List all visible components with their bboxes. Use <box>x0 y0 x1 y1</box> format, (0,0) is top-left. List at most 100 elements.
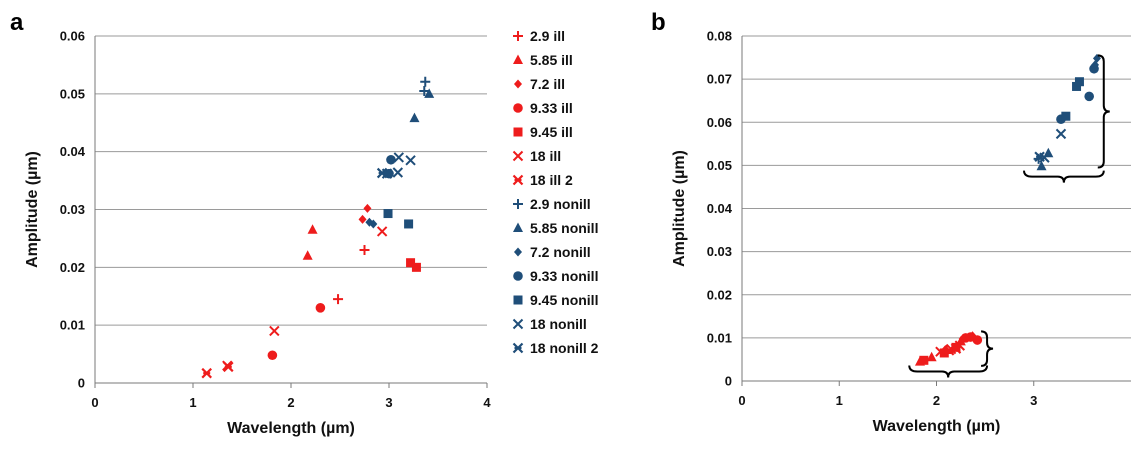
legend-label: 9.45 ill <box>530 124 573 140</box>
data-point <box>404 219 414 229</box>
x-tick-label: 2 <box>287 395 294 410</box>
data-point <box>939 348 949 358</box>
data-point <box>392 167 404 178</box>
data-point <box>267 350 278 361</box>
cluster-brace <box>1097 54 1110 169</box>
data-point <box>424 88 435 98</box>
legend-label: 9.33 nonill <box>530 268 598 284</box>
y-tick-label: 0.07 <box>707 72 732 87</box>
legend-marker <box>512 342 524 354</box>
data-point <box>919 355 929 365</box>
cluster-brace <box>981 330 994 367</box>
data-point <box>333 294 344 305</box>
legend-marker <box>512 318 524 330</box>
data-point <box>393 152 405 163</box>
data-point <box>409 112 420 123</box>
y-tick-label: 0.04 <box>707 201 733 216</box>
y-tick-label: 0.02 <box>60 260 85 275</box>
y-tick-label: 0.03 <box>60 202 85 217</box>
panel-label: a <box>10 9 24 36</box>
panel-b-chart: 0 0.01 0.02 0.03 0.04 0.05 0.06 0.07 0.08 0 1 2 3 Wav… <box>651 9 1131 435</box>
legend-marker <box>513 127 523 137</box>
legend-label: 7.2 ill <box>530 76 565 92</box>
legend-label: 9.45 nonill <box>530 292 598 308</box>
data-point <box>363 203 372 213</box>
legend-label: 5.85 nonill <box>530 220 598 236</box>
cluster-brace <box>1023 170 1105 183</box>
x-tick-label: 3 <box>1030 393 1037 408</box>
legend-marker <box>513 295 523 305</box>
legend-label: 2.9 ill <box>530 28 565 44</box>
data-point <box>307 224 318 234</box>
y-tick-label: 0.05 <box>60 86 85 101</box>
data-point <box>269 325 280 337</box>
x-axis-title: Wavelength (µm) <box>227 420 355 437</box>
data-point <box>369 219 378 229</box>
legend-marker <box>513 199 523 209</box>
data-point <box>1091 60 1100 70</box>
data-point <box>315 303 326 313</box>
data-point <box>381 168 393 179</box>
data-point <box>383 209 393 219</box>
legend-marker <box>514 79 522 89</box>
x-tick-label: 1 <box>189 395 196 410</box>
data-point <box>411 262 421 272</box>
data-point <box>201 367 212 379</box>
legend-label: 5.85 ill <box>530 52 573 68</box>
data-point <box>1072 81 1082 91</box>
x-tick-label: 0 <box>738 393 745 408</box>
data-point <box>935 346 946 357</box>
y-axis-title: Amplitude (µm) <box>24 151 41 268</box>
data-point <box>1034 151 1045 163</box>
data-point <box>968 331 977 341</box>
y-tick-label: 0.01 <box>60 318 85 333</box>
data-point <box>376 226 388 237</box>
data-point <box>419 85 430 96</box>
panel-label: b <box>651 9 666 36</box>
legend-label: 18 ill 2 <box>530 172 573 188</box>
x-axis-title: Wavelength (µm) <box>873 418 1001 435</box>
legend-label: 9.33 ill <box>530 100 573 116</box>
y-tick-label: 0 <box>78 376 85 391</box>
x-tick-label: 4 <box>483 395 491 410</box>
legend-marker <box>513 31 523 41</box>
legend-label: 18 nonill 2 <box>530 340 599 356</box>
data-point <box>223 361 234 373</box>
x-tick-label: 1 <box>836 393 843 408</box>
x-tick-label: 2 <box>933 393 940 408</box>
data-point <box>950 343 962 354</box>
legend-marker <box>512 174 524 186</box>
data-point <box>405 155 416 166</box>
y-tick-label: 0.08 <box>707 29 732 44</box>
y-tick-label: 0.06 <box>60 29 85 44</box>
legend-label: 18 ill <box>530 148 561 164</box>
data-point <box>1036 160 1047 171</box>
legend-label: 2.9 nonill <box>530 196 591 212</box>
legend-marker <box>512 150 524 162</box>
legend-marker <box>513 222 523 232</box>
data-point <box>406 258 416 268</box>
cluster-brace <box>908 365 989 378</box>
data-point <box>958 334 967 344</box>
data-point <box>420 76 431 87</box>
data-point <box>972 335 983 345</box>
y-tick-label: 0.05 <box>707 158 732 173</box>
data-point <box>1084 91 1094 102</box>
y-axis-title: Amplitude (µm) <box>671 150 688 267</box>
y-tick-label: 0.06 <box>707 115 732 130</box>
legend-marker <box>513 103 523 113</box>
data-point <box>926 351 937 362</box>
legend-marker <box>513 271 523 281</box>
legend-marker <box>514 247 522 257</box>
legend-label: 18 nonill <box>530 316 587 332</box>
y-tick-label: 0.01 <box>707 330 732 345</box>
data-point <box>1074 77 1084 87</box>
data-point <box>1061 111 1071 121</box>
data-point <box>302 250 313 260</box>
data-point <box>359 244 370 255</box>
data-point <box>386 154 396 165</box>
y-tick-label: 0 <box>725 374 732 389</box>
data-point <box>1055 128 1067 140</box>
y-tick-label: 0.03 <box>707 244 732 259</box>
